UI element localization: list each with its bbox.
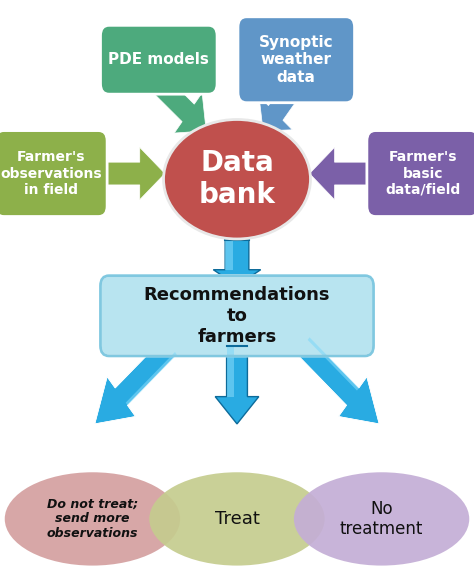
Polygon shape [310,147,375,200]
Ellipse shape [164,119,310,239]
Polygon shape [227,346,234,397]
FancyBboxPatch shape [100,26,217,94]
FancyBboxPatch shape [367,131,474,217]
Text: No
treatment: No treatment [340,500,423,538]
Text: Recommendations
to
farmers: Recommendations to farmers [144,286,330,345]
Polygon shape [99,147,165,200]
Polygon shape [297,337,379,424]
Polygon shape [308,337,359,390]
Polygon shape [95,337,177,424]
Polygon shape [259,76,303,131]
Polygon shape [213,240,261,286]
FancyBboxPatch shape [238,17,355,102]
Ellipse shape [149,472,325,566]
Text: Treat: Treat [215,510,259,528]
Text: Do not treat;
send more
observations: Do not treat; send more observations [46,497,138,541]
Polygon shape [153,75,206,133]
FancyBboxPatch shape [0,131,107,217]
Polygon shape [215,346,259,424]
Text: PDE models: PDE models [109,52,209,67]
Text: Data
bank: Data bank [199,149,275,209]
Ellipse shape [294,472,469,566]
Text: Farmer's
observations
in field: Farmer's observations in field [0,150,102,197]
FancyBboxPatch shape [100,276,374,356]
Ellipse shape [5,472,180,566]
Polygon shape [126,352,177,405]
Polygon shape [225,240,233,270]
Text: Synoptic
weather
data: Synoptic weather data [259,35,334,85]
Text: Farmer's
basic
data/field: Farmer's basic data/field [385,150,460,197]
